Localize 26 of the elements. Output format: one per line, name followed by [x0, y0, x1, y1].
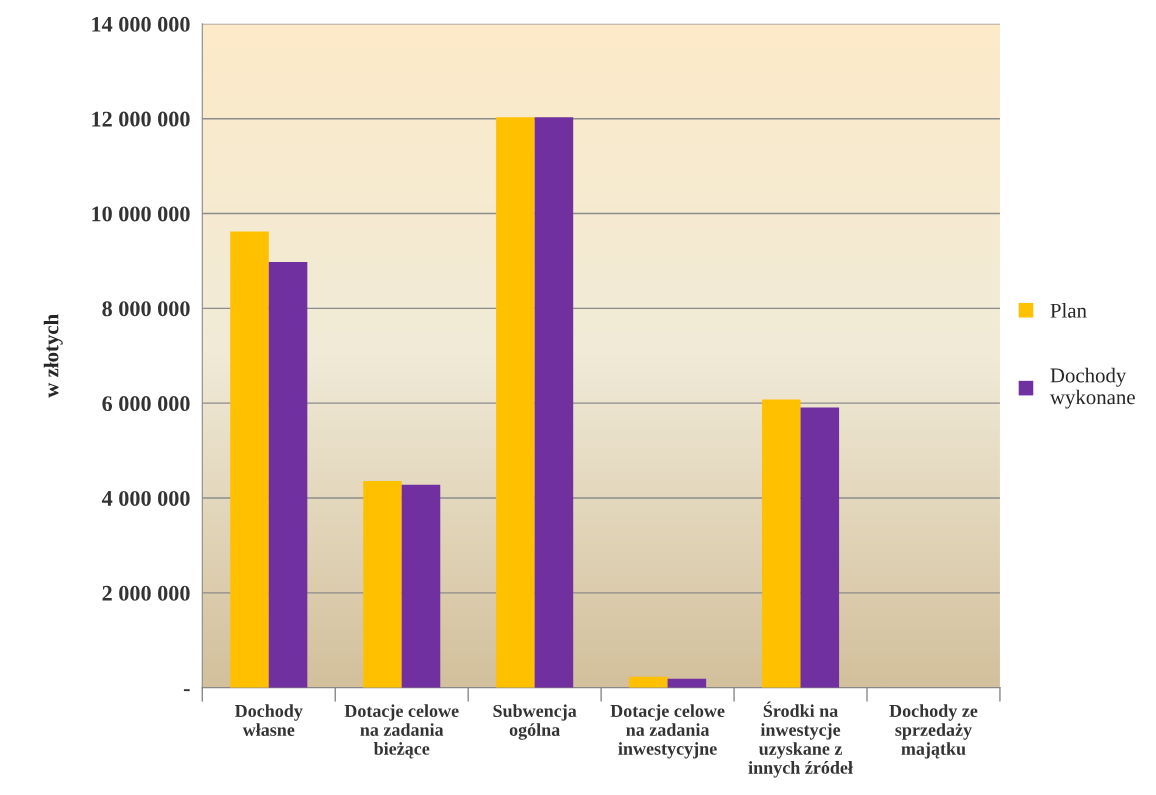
y-tick-label: 10 000 000 — [92, 206, 190, 222]
legend-label: Plan — [1050, 303, 1087, 318]
y-tick-label: 8 000 000 — [102, 301, 190, 317]
x-tick-label: Dotacje celowe na zadania inwestycyjne — [610, 704, 725, 759]
y-tick-label: 6 000 000 — [102, 396, 190, 412]
y-tick-label: - — [183, 689, 190, 692]
bar — [496, 117, 535, 688]
legend-label: Dochody wykonane — [1049, 367, 1135, 409]
bar — [401, 484, 441, 688]
x-tick-label: Dochody ze sprzedaży majątku — [889, 704, 978, 759]
x-tick-label: Dochody własne — [234, 704, 303, 736]
x-tick-label: Subwencja ogólna — [493, 704, 577, 740]
bar — [629, 676, 668, 688]
bar — [363, 480, 402, 688]
x-tick-label: Środki na inwestycje uzyskane z innych źródeł — [748, 701, 853, 778]
bar — [268, 261, 308, 688]
y-tick-label: 2 000 000 — [102, 585, 190, 601]
y-tick-label: 14 000 000 — [92, 16, 190, 32]
y-tick-label: 12 000 000 — [92, 111, 190, 127]
bar — [800, 407, 840, 688]
x-tick-label: Dotacje celowe na zadania bieżące — [344, 704, 459, 759]
bar — [230, 231, 269, 688]
bar — [761, 399, 801, 688]
y-tick-label: 4 000 000 — [101, 490, 190, 506]
bar — [534, 117, 574, 688]
y-axis-title: w złotych — [43, 314, 63, 398]
